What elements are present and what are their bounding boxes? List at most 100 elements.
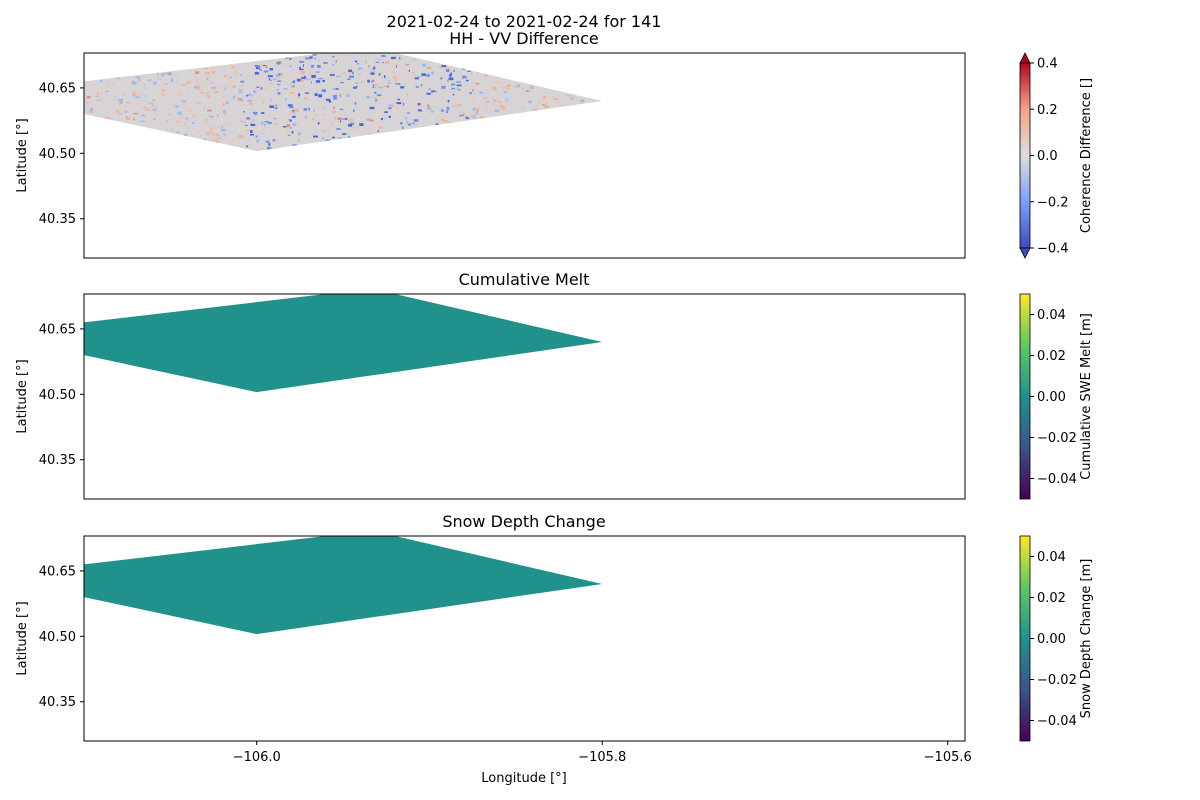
noise-pixel — [181, 116, 185, 118]
noise-pixel — [442, 84, 444, 87]
colorbar-gradient — [1019, 535, 1031, 742]
noise-pixel — [395, 64, 397, 68]
noise-pixel — [417, 109, 422, 112]
noise-pixel — [181, 145, 187, 148]
noise-pixel — [479, 91, 484, 94]
noise-pixel — [206, 63, 209, 65]
noise-pixel — [378, 74, 381, 76]
noise-pixel — [140, 139, 146, 142]
noise-pixel — [462, 136, 467, 139]
colorbar-extend-min — [1019, 247, 1031, 259]
noise-pixel — [335, 60, 337, 63]
noise-pixel — [438, 55, 441, 57]
noise-pixel — [258, 159, 259, 162]
noise-pixel — [318, 78, 323, 80]
noise-pixel — [149, 108, 154, 111]
noise-pixel — [215, 134, 221, 137]
noise-pixel — [270, 98, 273, 101]
noise-pixel — [553, 98, 559, 101]
panel-title: Snow Depth Change — [442, 512, 605, 531]
noise-pixel — [322, 113, 327, 116]
noise-pixel — [514, 135, 519, 137]
noise-pixel — [256, 139, 259, 143]
noise-pixel — [370, 70, 376, 73]
noise-pixel — [118, 98, 124, 101]
noise-pixel — [447, 79, 449, 82]
noise-pixel — [304, 97, 308, 100]
noise-pixel — [508, 135, 511, 137]
noise-pixel — [207, 57, 212, 59]
noise-pixel — [372, 148, 378, 150]
noise-pixel — [436, 143, 438, 145]
colorbar-gradient — [1019, 62, 1031, 249]
noise-pixel — [263, 70, 269, 73]
noise-pixel — [427, 67, 432, 69]
noise-pixel — [375, 148, 379, 151]
noise-pixel — [116, 90, 119, 94]
axes-frame — [83, 52, 966, 259]
noise-pixel — [197, 131, 201, 134]
noise-pixel — [112, 152, 113, 154]
noise-pixel — [105, 56, 107, 59]
noise-pixel — [302, 161, 307, 162]
noise-pixel — [171, 104, 177, 107]
noise-pixel — [537, 129, 541, 130]
noise-pixel — [429, 120, 431, 124]
noise-pixel — [485, 58, 490, 60]
noise-pixel — [479, 116, 485, 119]
noise-pixel — [511, 102, 514, 106]
noise-pixel — [238, 138, 243, 141]
noise-pixel — [342, 156, 346, 159]
y-tick-label: 40.35 — [39, 453, 76, 468]
noise-pixel — [231, 142, 233, 144]
noise-pixel — [170, 54, 174, 58]
noise-pixel — [290, 127, 292, 129]
noise-pixel — [273, 117, 277, 120]
noise-pixel — [440, 133, 442, 136]
noise-pixel — [85, 104, 89, 107]
noise-pixel — [405, 117, 407, 120]
noise-pixel — [168, 135, 173, 137]
noise-pixel — [575, 144, 578, 147]
noise-pixel — [382, 118, 387, 122]
noise-pixel — [498, 101, 501, 103]
noise-pixel — [112, 129, 115, 133]
colorbar: −0.4 −0.2 0.0 0.2 0.4 Coherence Difference [] — [1019, 52, 1094, 259]
noise-pixel — [491, 72, 494, 74]
noise-pixel — [446, 110, 449, 113]
noise-pixel — [440, 119, 445, 122]
noise-pixel — [196, 114, 198, 116]
figure-title: 2021-02-24 to 2021-02-24 for 141 — [387, 12, 662, 31]
noise-pixel — [580, 86, 582, 89]
noise-pixel — [153, 66, 156, 69]
noise-pixel — [431, 71, 434, 75]
noise-pixel — [538, 99, 543, 102]
noise-pixel — [347, 78, 351, 80]
noise-pixel — [246, 129, 251, 132]
noise-pixel — [515, 61, 521, 64]
noise-pixel — [176, 143, 181, 145]
noise-pixel — [272, 78, 277, 80]
noise-pixel — [132, 93, 137, 97]
noise-pixel — [312, 118, 315, 121]
noise-pixel — [216, 137, 222, 139]
noise-pixel — [161, 73, 166, 76]
noise-pixel — [247, 95, 252, 98]
noise-pixel — [476, 83, 480, 85]
noise-pixel — [323, 62, 328, 64]
noise-pixel — [93, 92, 95, 95]
noise-pixel — [219, 62, 224, 66]
noise-pixel — [566, 53, 569, 56]
noise-pixel — [162, 74, 164, 78]
noise-pixel — [491, 86, 496, 89]
noise-pixel — [380, 71, 382, 74]
noise-pixel — [203, 54, 206, 57]
noise-pixel — [560, 116, 565, 120]
noise-pixel — [85, 149, 89, 152]
noise-pixel — [582, 117, 584, 119]
noise-pixel — [398, 160, 400, 162]
noise-pixel — [567, 144, 572, 146]
noise-pixel — [105, 116, 109, 119]
noise-pixel — [220, 125, 224, 128]
noise-pixel — [310, 63, 316, 65]
